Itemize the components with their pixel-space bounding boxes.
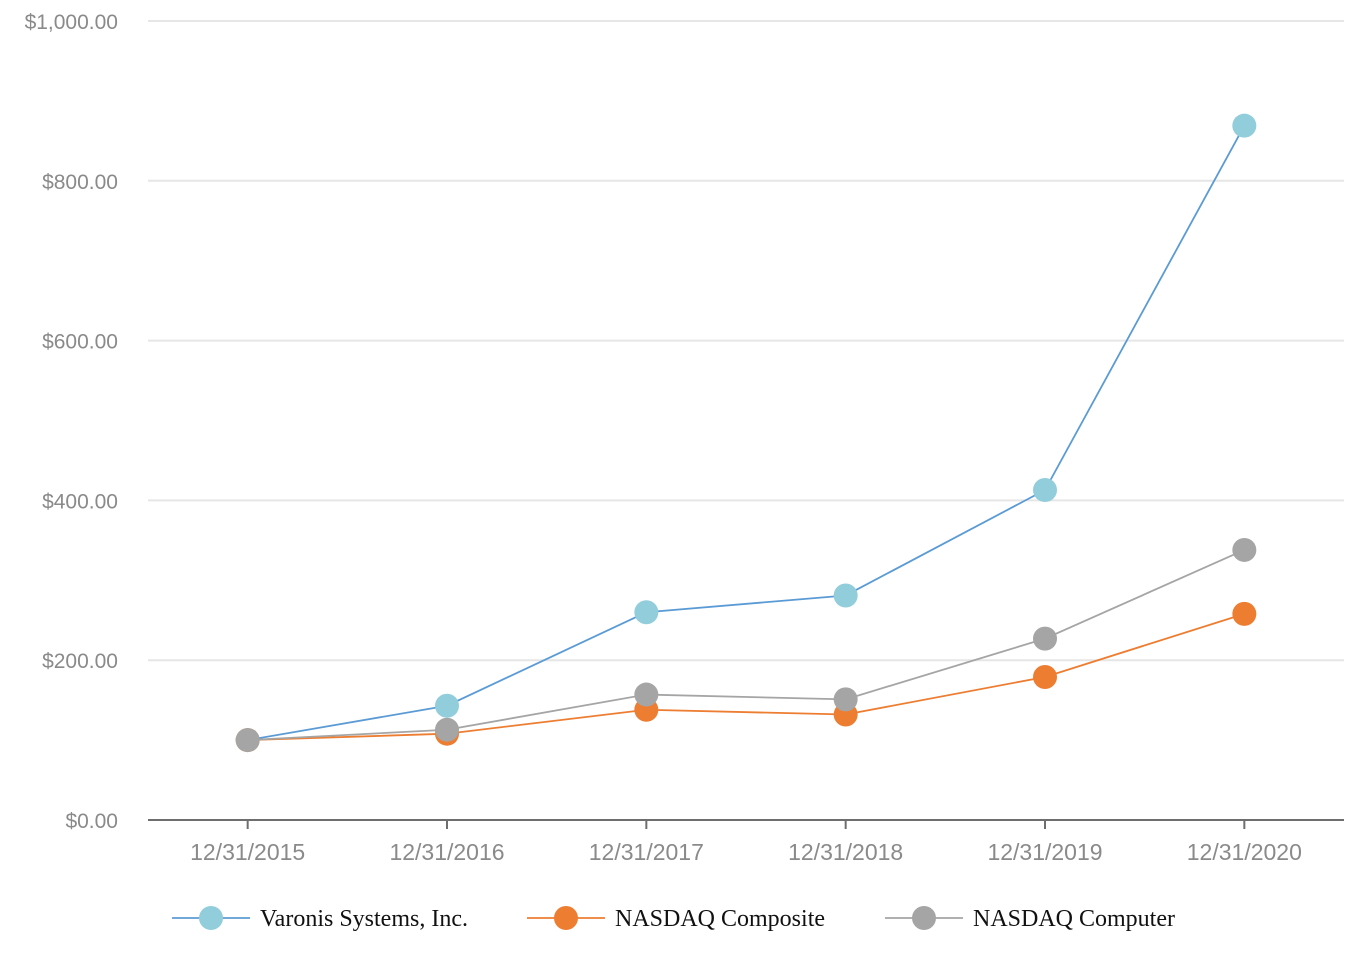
series-nasdaq-composite	[235, 601, 1257, 753]
y-tick-label: $600.00	[42, 331, 118, 354]
data-point	[1232, 537, 1257, 562]
y-tick-label: $0.00	[65, 810, 118, 833]
legend-label: Varonis Systems, Inc.	[260, 906, 468, 932]
data-point	[634, 600, 659, 625]
x-tick-label: 12/31/2019	[987, 839, 1102, 865]
series-line	[247, 612, 1245, 741]
x-tick-label: 12/31/2017	[589, 839, 704, 865]
legend-label: NASDAQ Computer	[973, 906, 1175, 932]
series-nasdaq-computer	[235, 537, 1257, 753]
y-tick-label: $200.00	[42, 650, 118, 673]
legend-marker	[554, 906, 578, 930]
data-point	[833, 583, 858, 608]
data-point	[1033, 626, 1057, 651]
data-point	[833, 687, 858, 712]
series-line	[247, 125, 1246, 741]
data-point	[235, 728, 260, 753]
y-tick-label: $400.00	[42, 490, 118, 513]
y-tick-label: $1,000.00	[25, 11, 118, 34]
x-tick-label: 12/31/2016	[389, 839, 504, 865]
data-point	[1232, 601, 1257, 626]
legend-item: NASDAQ Computer	[885, 906, 1175, 932]
data-point	[1232, 113, 1257, 138]
data-point	[1033, 664, 1057, 689]
legend-label: NASDAQ Composite	[615, 906, 825, 932]
x-tick-label: 12/31/2018	[788, 839, 903, 865]
legend-item: NASDAQ Composite	[527, 906, 825, 932]
data-point	[435, 717, 459, 742]
data-point	[435, 693, 459, 718]
data-point	[634, 682, 659, 707]
series-line	[247, 549, 1245, 741]
legend-item: Varonis Systems, Inc.	[172, 906, 468, 932]
legend-marker	[912, 906, 936, 930]
data-point	[1033, 478, 1057, 503]
x-tick-label: 12/31/2020	[1187, 839, 1302, 865]
y-tick-label: $800.00	[42, 171, 118, 194]
series-varonis-systems-inc-	[235, 113, 1257, 753]
legend-marker	[199, 906, 223, 930]
x-tick-label: 12/31/2015	[190, 839, 305, 865]
